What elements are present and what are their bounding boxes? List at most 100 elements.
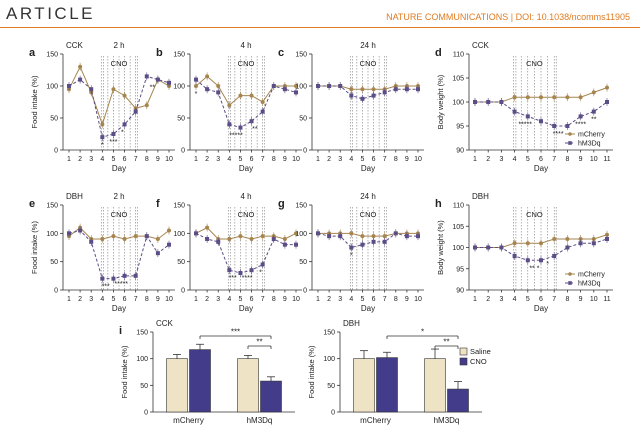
- hm3dq-point: [155, 77, 160, 82]
- hm3dq-point: [338, 84, 343, 88]
- mcherry-point: [111, 87, 116, 92]
- y-tick-label: 105: [452, 76, 464, 83]
- x-tick-label: 6: [372, 156, 376, 163]
- x-tick-label: 10: [292, 156, 300, 163]
- panel-letter: e: [29, 198, 35, 210]
- mcherry-point: [525, 95, 530, 100]
- y-tick-label: 95: [456, 266, 464, 273]
- x-tick-label: 2: [486, 296, 490, 303]
- significance-marker: ****: [575, 121, 586, 128]
- panel-title: 2 h: [113, 41, 124, 50]
- cno-bar: [260, 380, 282, 413]
- x-tick-label: 2: [327, 296, 331, 303]
- significance-marker: *: [259, 270, 262, 277]
- hm3dq-point: [512, 109, 517, 114]
- x-tick-label: 5: [526, 156, 530, 163]
- mcherry-point: [144, 103, 149, 108]
- panel-i2: DBH 0 50 100 150 Food intake (%) mCherry hM3Dq *…: [307, 319, 491, 425]
- y-axis-label: Body weight (%): [436, 74, 445, 129]
- x-tick-label: 4: [227, 296, 231, 303]
- panel-h: h DBH 90 95 100 105 110 Body weight (%) 1 2 3 4 5 6 7 8…: [435, 192, 613, 313]
- mcherry-point: [539, 241, 543, 246]
- x-tick-label: 6: [123, 296, 127, 303]
- y-tick-label: 100: [173, 231, 185, 238]
- y-tick-label: 50: [50, 259, 58, 266]
- mcherry-series-line: [195, 227, 297, 240]
- y-tick-label: 0: [181, 288, 185, 295]
- panel-letter: h: [435, 198, 442, 210]
- x-tick-label: 3: [89, 156, 93, 163]
- y-tick-label: 0: [54, 288, 58, 295]
- mcherry-point: [238, 234, 243, 239]
- y-tick-label: 95: [456, 124, 464, 131]
- hm3dq-series-line: [195, 79, 297, 129]
- y-tick-label: 150: [323, 330, 335, 337]
- x-tick-label: 8: [565, 296, 569, 303]
- x-tick-label: 2: [78, 296, 82, 303]
- x-tick-label: 5: [238, 296, 242, 303]
- hm3dq-point: [271, 84, 276, 88]
- significance-marker: **: [443, 338, 449, 347]
- hm3dq-point: [89, 87, 94, 92]
- legend-label: hM3Dq: [578, 141, 601, 148]
- y-axis-label: Body weight (%): [436, 220, 445, 275]
- corner-label: DBH: [472, 192, 489, 201]
- category-label: mCherry: [360, 416, 391, 425]
- hm3dq-point: [525, 258, 530, 263]
- mcherry-point: [565, 237, 570, 241]
- significance-marker: *: [121, 129, 124, 136]
- significance-marker: *: [421, 328, 424, 337]
- hm3dq-point: [89, 239, 94, 244]
- hm3dq-point: [67, 84, 71, 88]
- hm3dq-point: [382, 90, 387, 95]
- y-tick-label: 110: [453, 203, 464, 210]
- hm3dq-point: [539, 119, 543, 124]
- panel-title: 4 h: [240, 192, 251, 201]
- y-tick-label: 150: [173, 203, 185, 210]
- x-tick-label: 8: [272, 296, 276, 303]
- hm3dq-point: [499, 100, 504, 104]
- significance-marker: ** *: [529, 265, 539, 272]
- significance-marker: **: [252, 126, 258, 133]
- x-axis-label: Day: [361, 304, 375, 313]
- hm3dq-point: [578, 241, 583, 246]
- legend-label: mCherry: [578, 132, 605, 139]
- hm3dq-point: [360, 96, 365, 101]
- mcherry-point: [260, 234, 265, 239]
- x-tick-label: 9: [405, 296, 409, 303]
- y-axis-label: Food intake (%): [30, 221, 39, 274]
- page-header: ARTICLE NATURE COMMUNICATIONS | DOI: 10.…: [0, 0, 640, 30]
- x-tick-label: 7: [261, 296, 265, 303]
- mcherry-point: [294, 231, 298, 236]
- hm3dq-point: [249, 119, 254, 124]
- mcherry-series-line: [195, 75, 296, 106]
- significance-marker: *: [101, 142, 104, 149]
- hm3dq-point: [227, 268, 232, 273]
- y-tick-label: 0: [303, 288, 307, 295]
- hm3dq-point: [393, 87, 398, 92]
- y-tick-label: 50: [140, 383, 148, 390]
- hm3dq-point: [486, 245, 491, 250]
- corner-label: CCK: [66, 41, 84, 50]
- significance-marker: *****: [518, 121, 532, 128]
- significance-marker: ***: [109, 139, 117, 146]
- significance-marker: ***: [231, 328, 240, 337]
- mcherry-point: [260, 100, 265, 104]
- x-tick-label: 6: [372, 296, 376, 303]
- mcherry-point: [100, 237, 105, 241]
- x-tick-label: 7: [261, 156, 265, 163]
- hm3dq-point: [155, 251, 160, 256]
- significance-marker: *: [350, 253, 353, 260]
- hm3dq-point: [227, 122, 232, 127]
- cno-bar: [447, 388, 469, 413]
- mcherry-point: [249, 93, 254, 98]
- mcherry-point: [578, 95, 583, 100]
- panel-title: 24 h: [360, 41, 376, 50]
- cno-label: CNO: [526, 59, 543, 68]
- x-tick-label: 7: [552, 156, 556, 163]
- legend-marker: [568, 272, 572, 276]
- hm3dq-point: [238, 125, 243, 130]
- hm3dq-point: [416, 87, 420, 92]
- mcherry-point: [167, 228, 171, 233]
